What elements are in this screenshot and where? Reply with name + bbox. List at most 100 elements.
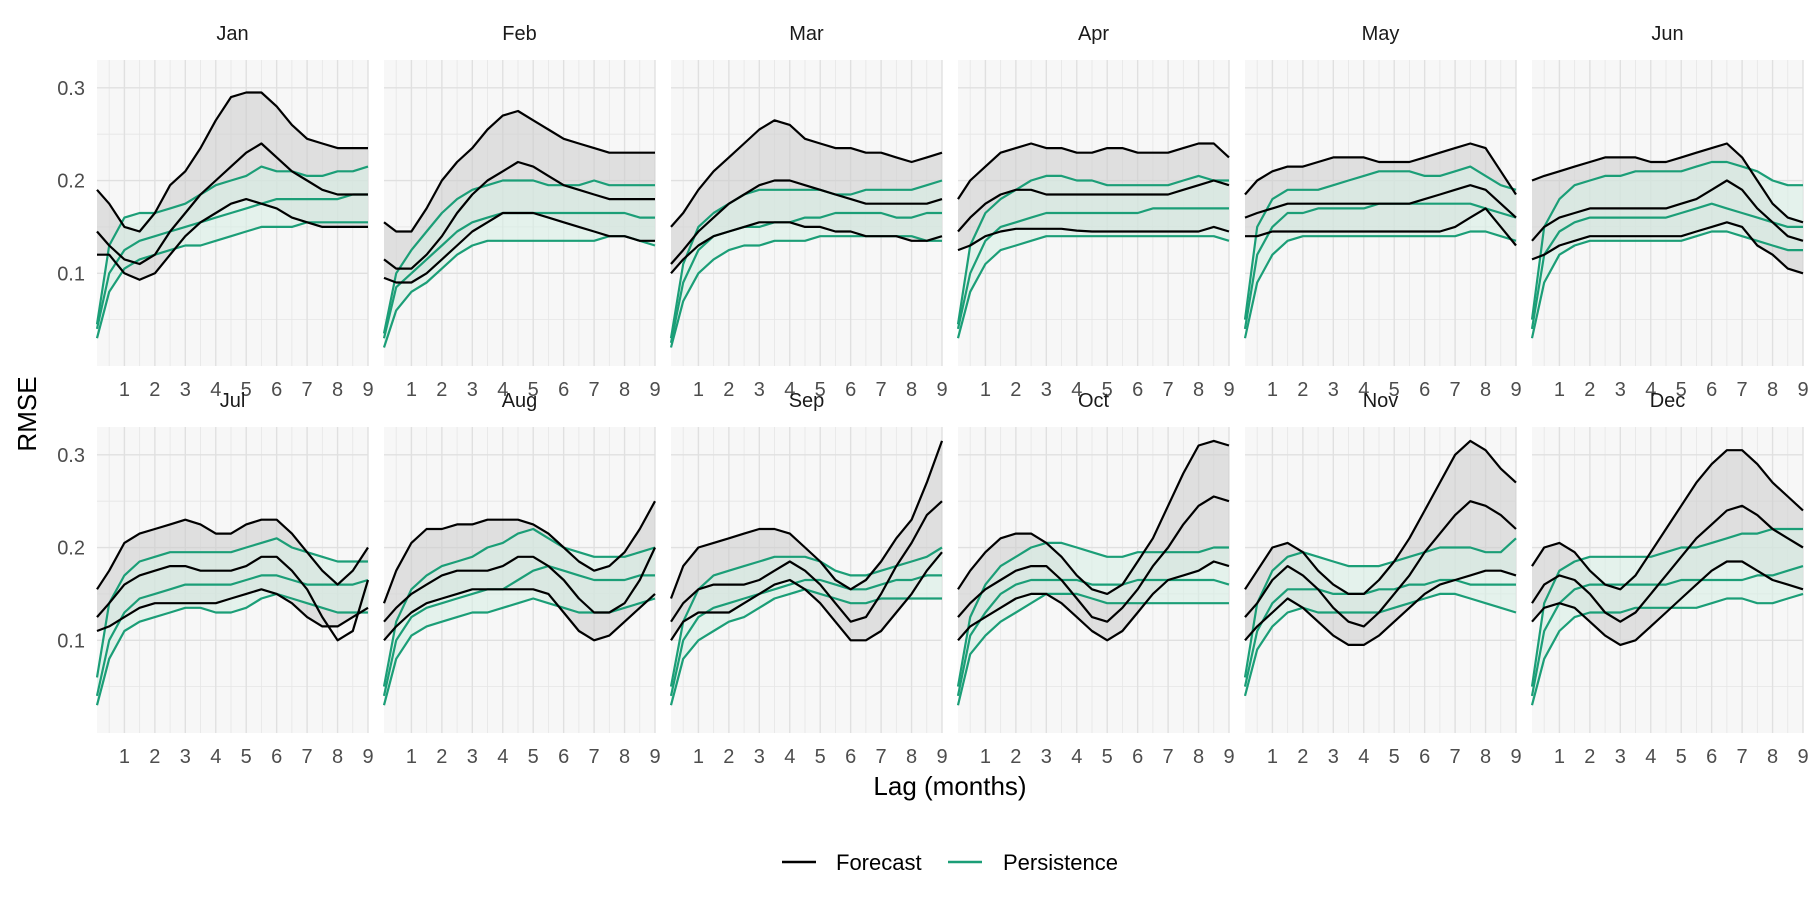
x-tick-label: 5 xyxy=(528,746,539,768)
facet-feb: Feb 1 2 3 4 5 6 7 8 9 xyxy=(382,23,661,401)
x-tick-label: 8 xyxy=(1480,379,1491,401)
persistence-line-mid xyxy=(1530,565,1804,697)
x-tick-label: 6 xyxy=(558,379,569,401)
x-tick-label: 1 xyxy=(119,379,130,401)
persistence-line-mid xyxy=(956,578,1230,697)
y-axis-title: RMSE xyxy=(12,376,42,451)
x-tick-label: 9 xyxy=(1510,746,1521,768)
x-tick-label: 8 xyxy=(1193,746,1204,768)
facet-label: Sep xyxy=(789,390,825,412)
persistence-line-high xyxy=(1530,527,1803,687)
x-tick-label: 3 xyxy=(180,746,191,768)
facet-jan: Jan 1 2 3 4 5 6 7 8 9 0.1 0.2 0.3 xyxy=(57,23,373,401)
persistence-line-mid xyxy=(956,207,1229,330)
facet-jun: Jun 1 2 3 4 5 6 7 8 9 xyxy=(1530,23,1809,401)
facet-label: May xyxy=(1362,23,1400,45)
persistence-line-low xyxy=(956,592,1229,706)
x-tick-label: 3 xyxy=(1041,379,1052,401)
y-tick-label: 0.2 xyxy=(57,171,85,193)
facet-label: Jun xyxy=(1651,23,1683,45)
forecast-line-mid xyxy=(1244,184,1517,219)
x-tick-label: 3 xyxy=(1041,746,1052,768)
forecast-line-low xyxy=(96,588,369,633)
persistence-line-high xyxy=(1243,537,1517,678)
x-tick-label: 8 xyxy=(332,746,343,768)
y-tick-label: 0.3 xyxy=(57,78,85,100)
x-tick-label: 2 xyxy=(1010,746,1021,768)
x-tick-label: 1 xyxy=(406,379,417,401)
persistence-line-high xyxy=(1530,160,1803,320)
x-tick-label: 1 xyxy=(1554,746,1565,768)
x-tick-label: 1 xyxy=(1554,379,1565,401)
persistence-line-high xyxy=(956,541,1229,687)
x-tick-label: 8 xyxy=(1767,379,1778,401)
facet-aug: Aug 1 2 3 4 5 6 7 8 9 xyxy=(382,390,661,768)
x-tick-label: 4 xyxy=(1071,379,1082,401)
x-tick-label: 2 xyxy=(1584,379,1595,401)
x-tick-label: 4 xyxy=(784,746,795,768)
x-tick-label: 6 xyxy=(1419,379,1430,401)
x-tick-label: 1 xyxy=(980,746,991,768)
x-tick-label: 7 xyxy=(302,379,313,401)
forecast-line-mid xyxy=(1531,504,1804,623)
x-tick-label: 6 xyxy=(271,746,282,768)
forecast-line-high xyxy=(1531,449,1804,591)
x-tick-label: 8 xyxy=(619,379,630,401)
forecast-line-low xyxy=(383,211,655,284)
x-tick-label: 3 xyxy=(754,379,765,401)
persistence-line-mid xyxy=(95,574,369,697)
x-tick-label: 4 xyxy=(1071,746,1082,768)
x-tick-label: 7 xyxy=(1163,379,1174,401)
forecast-line-high xyxy=(670,119,943,228)
forecast-line-high xyxy=(1531,142,1804,224)
facet-label: Jul xyxy=(220,390,246,412)
forecast-line-high xyxy=(957,142,1230,200)
x-tick-label: 4 xyxy=(784,379,795,401)
x-tick-label: 2 xyxy=(723,746,734,768)
x-tick-label: 9 xyxy=(362,379,373,401)
forecast-line-mid xyxy=(670,179,943,265)
x-tick-label: 5 xyxy=(1676,379,1687,401)
x-tick-label: 4 xyxy=(497,379,508,401)
x-tick-label: 8 xyxy=(1193,379,1204,401)
x-tick-label: 9 xyxy=(936,746,947,768)
forecast-line-high xyxy=(669,440,944,599)
persistence-line-low xyxy=(95,221,368,339)
x-tick-label: 6 xyxy=(1132,746,1143,768)
x-tick-label: 6 xyxy=(1706,746,1717,768)
x-axis-title: Lag (months) xyxy=(873,771,1026,801)
facet-label: Aug xyxy=(502,390,538,412)
x-tick-label: 6 xyxy=(845,746,856,768)
x-tick-label: 4 xyxy=(1358,746,1369,768)
x-tick-label: 9 xyxy=(1797,379,1808,401)
x-tick-label: 7 xyxy=(1737,746,1748,768)
facet-dec: Dec 1 2 3 4 5 6 7 8 9 xyxy=(1530,390,1809,768)
x-tick-label: 8 xyxy=(332,379,343,401)
x-tick-label: 3 xyxy=(180,379,191,401)
x-tick-label: 1 xyxy=(693,379,704,401)
legend-label-forecast: Forecast xyxy=(836,850,922,875)
x-tick-label: 7 xyxy=(302,746,313,768)
x-tick-label: 4 xyxy=(1358,379,1369,401)
facet-mar: Mar 1 2 3 4 5 6 7 8 9 xyxy=(669,23,948,401)
forecast-line-mid xyxy=(96,142,368,266)
persistence-line-high xyxy=(95,165,369,325)
persistence-line-low xyxy=(95,592,368,706)
x-tick-label: 7 xyxy=(1737,379,1748,401)
facet-label: Dec xyxy=(1650,390,1686,412)
x-tick-label: 2 xyxy=(1010,379,1021,401)
facet-sep: Sep 1 2 3 4 5 6 7 8 9 xyxy=(669,390,948,768)
forecast-line-low xyxy=(1244,569,1517,646)
x-tick-label: 6 xyxy=(1706,379,1717,401)
forecast-line-low xyxy=(957,225,1230,252)
x-tick-label: 7 xyxy=(589,746,600,768)
forecast-line-high xyxy=(957,439,1230,595)
x-tick-label: 1 xyxy=(693,746,704,768)
persistence-line-mid xyxy=(1530,202,1803,330)
x-tick-label: 5 xyxy=(815,746,826,768)
forecast-line-low xyxy=(1531,221,1804,275)
x-tick-label: 7 xyxy=(1450,746,1461,768)
x-tick-label: 4 xyxy=(210,379,221,401)
